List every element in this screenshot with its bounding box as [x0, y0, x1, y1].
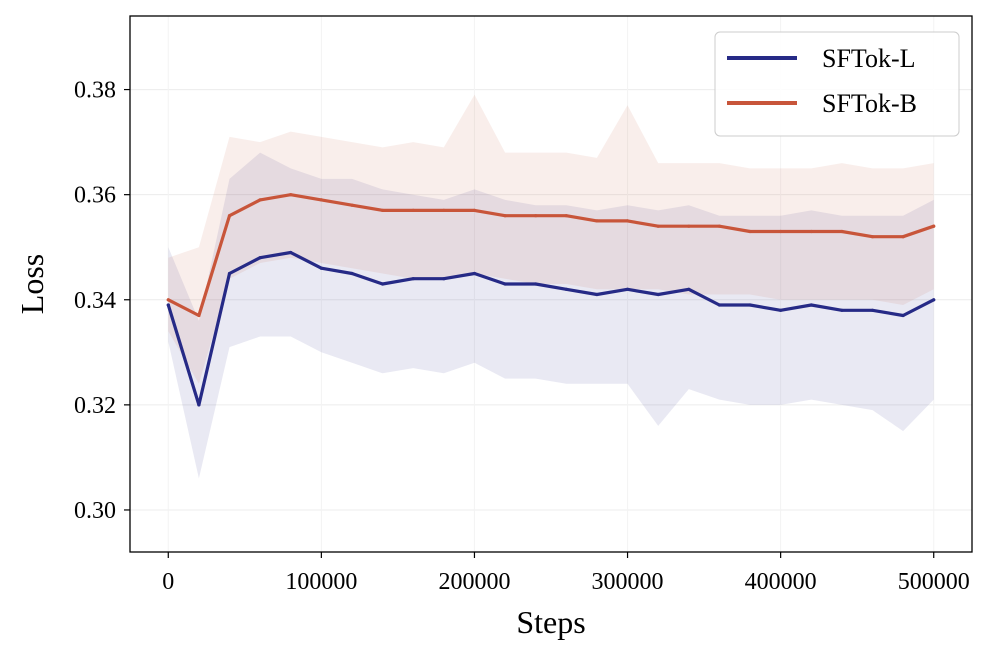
x-axis-label: Steps [516, 604, 585, 640]
line-sftok-b [166, 193, 936, 318]
x-tick-label: 400000 [745, 569, 817, 595]
line-sftok-l [166, 250, 936, 407]
data-point-sftok-l [503, 282, 507, 286]
data-point-sftok-b [258, 198, 262, 202]
data-point-sftok-b [411, 208, 415, 212]
data-point-sftok-b [442, 208, 446, 212]
data-point-sftok-l [166, 303, 170, 307]
x-tick-label: 500000 [898, 569, 970, 595]
y-tick-label: 0.36 [74, 183, 116, 209]
x-tick-label: 0 [162, 569, 174, 595]
data-point-sftok-l [840, 308, 844, 312]
data-point-sftok-l [625, 287, 630, 291]
y-tick-label: 0.38 [74, 78, 116, 104]
data-point-sftok-l [870, 308, 875, 312]
data-point-sftok-b [901, 235, 905, 239]
data-point-sftok-l [809, 303, 813, 307]
data-point-sftok-b [166, 298, 170, 302]
data-point-sftok-l [197, 403, 201, 407]
data-point-sftok-b [625, 219, 630, 223]
data-point-sftok-l [381, 282, 385, 286]
y-tick-label: 0.30 [74, 498, 116, 524]
data-point-sftok-l [534, 282, 538, 286]
x-tick-label: 100000 [285, 569, 357, 595]
data-point-sftok-l [932, 298, 936, 302]
x-tick-label: 300000 [592, 569, 664, 595]
variance-bands [168, 94, 934, 479]
data-point-sftok-b [717, 224, 722, 228]
data-point-sftok-b [319, 198, 323, 202]
data-point-sftok-l [748, 303, 752, 307]
data-point-sftok-b [350, 203, 354, 207]
legend-label-sftok-l: SFTok-L [822, 44, 916, 73]
legend-label-sftok-b: SFTok-B [822, 89, 917, 118]
series-lines [166, 193, 936, 407]
data-point-sftok-b [534, 214, 538, 218]
y-tick-label: 0.34 [74, 288, 116, 314]
data-point-sftok-b [932, 224, 936, 228]
y-axis-label: Loss [14, 254, 50, 314]
data-point-sftok-l [656, 292, 660, 297]
data-point-sftok-b [840, 229, 844, 234]
data-point-sftok-b [656, 224, 660, 228]
x-axis: 0 100000 200000 300000 400000 500000 [162, 552, 970, 595]
data-point-sftok-b [564, 214, 568, 218]
data-point-sftok-l [779, 308, 783, 312]
band-sftok-l [168, 152, 934, 479]
data-point-sftok-b [197, 313, 201, 318]
data-point-sftok-l [227, 271, 232, 276]
data-point-sftok-l [472, 271, 477, 276]
data-point-sftok-l [687, 287, 691, 291]
data-point-sftok-l [258, 256, 262, 260]
data-point-sftok-l [289, 250, 293, 255]
legend: SFTok-L SFTok-B [714, 31, 960, 137]
data-point-sftok-b [381, 208, 385, 212]
data-point-sftok-b [748, 229, 752, 234]
data-point-sftok-l [595, 292, 599, 297]
plot-frame [129, 15, 973, 553]
data-point-sftok-b [289, 193, 293, 197]
data-point-sftok-l [901, 313, 905, 318]
data-point-sftok-b [472, 208, 477, 212]
data-point-sftok-l [350, 271, 354, 276]
data-point-sftok-l [717, 303, 722, 307]
band-sftok-b [168, 94, 934, 384]
data-point-sftok-l [442, 277, 446, 281]
y-axis: 0.30 0.32 0.34 0.36 0.38 [74, 78, 130, 524]
data-point-sftok-b [503, 214, 507, 218]
data-point-sftok-b [870, 235, 875, 239]
data-point-sftok-b [227, 214, 232, 218]
data-point-sftok-b [687, 224, 691, 228]
data-point-sftok-b [779, 229, 783, 234]
y-tick-label: 0.32 [74, 393, 116, 419]
data-point-sftok-l [411, 277, 415, 281]
x-tick-label: 200000 [438, 569, 510, 595]
data-point-sftok-l [319, 266, 323, 270]
data-point-sftok-l [564, 287, 568, 291]
data-point-sftok-b [595, 219, 599, 223]
data-point-sftok-b [809, 229, 813, 234]
